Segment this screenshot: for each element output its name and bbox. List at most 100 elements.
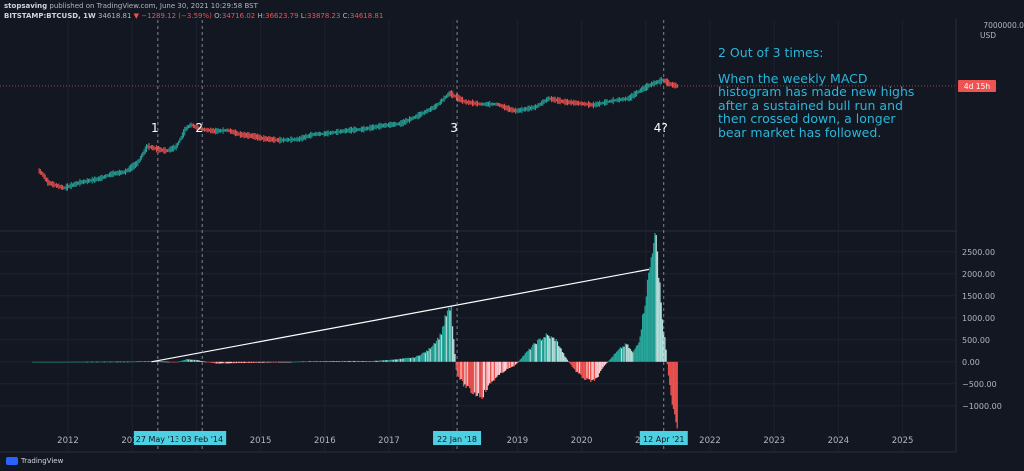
histogram-bar (543, 337, 545, 362)
symbol-label[interactable]: BITSTAMP:BTCUSD, 1W (4, 12, 96, 20)
histogram-bar (97, 361, 99, 363)
event-label: 3 (450, 121, 458, 135)
histogram-bar (306, 361, 308, 363)
histogram-bar (412, 357, 414, 362)
histogram-bar (114, 361, 117, 363)
histogram-bar (518, 360, 520, 362)
histogram-bar (674, 361, 676, 415)
histogram-bar (504, 361, 507, 371)
histogram-bar (144, 361, 146, 362)
histogram-bar (598, 361, 601, 374)
histogram-bar (641, 314, 644, 362)
histogram-bar (260, 361, 262, 363)
histogram-bar (558, 346, 560, 362)
histogram-bar (451, 326, 454, 362)
histogram-bar (338, 361, 340, 362)
histogram-bar (199, 360, 202, 362)
histogram-bar (285, 361, 287, 363)
histogram-bar (608, 360, 610, 362)
histogram-bar (356, 360, 359, 362)
histogram-bar (540, 340, 543, 362)
histogram-bar (156, 361, 159, 362)
histogram-bar (381, 360, 383, 362)
histogram-bar (467, 361, 470, 387)
histogram-bar (244, 361, 246, 363)
histogram-bar (465, 361, 467, 389)
histogram-bar (541, 339, 544, 362)
histogram-bar (258, 361, 260, 363)
histogram-bar (649, 267, 651, 362)
histogram-bar (565, 357, 567, 362)
histogram-bar (343, 360, 345, 362)
histogram-bar (71, 361, 73, 363)
histogram-bar (545, 333, 547, 362)
histogram-bar (76, 361, 78, 363)
close-label: C: (342, 12, 350, 20)
histogram-bar (192, 359, 194, 362)
last-price: 34618.81 (98, 12, 132, 20)
histogram-bar (167, 361, 170, 363)
event-date-label: 03 Feb '14 (181, 435, 223, 444)
histogram-bar (650, 257, 652, 362)
histogram-bar (119, 361, 122, 363)
histogram-bar (41, 361, 44, 363)
histogram-bar (562, 353, 565, 362)
histogram-bar (117, 361, 119, 363)
histogram-bar (308, 361, 310, 363)
histogram-bar (83, 361, 86, 363)
histogram-bar (375, 360, 377, 362)
histogram-bar (612, 356, 614, 362)
histogram-bar (546, 334, 549, 362)
histogram-bar (69, 361, 71, 363)
histogram-bar (669, 361, 671, 386)
histogram-bar (224, 361, 226, 364)
histogram-tick-label: 1000.00 (962, 314, 995, 323)
histogram-bar (251, 361, 254, 363)
event-label: 2 (195, 121, 203, 135)
histogram-bar (613, 354, 615, 362)
histogram-bar (259, 361, 261, 363)
histogram-bar (45, 361, 47, 363)
histogram-bar (444, 315, 446, 362)
histogram-bar (667, 361, 670, 376)
histogram-bar (676, 361, 678, 429)
histogram-bar (138, 361, 140, 363)
tradingview-logo[interactable]: TradingView (6, 457, 63, 465)
histogram-bar (466, 361, 468, 386)
histogram-bar (339, 361, 341, 362)
event-date-label: 12 Apr '21 (643, 435, 684, 444)
histogram-bar (330, 361, 333, 362)
histogram-bar (561, 352, 564, 362)
x-tick-label: 2020 (571, 436, 593, 446)
event-date-badge (433, 431, 482, 445)
histogram-bar (351, 360, 354, 362)
histogram-bar (113, 361, 115, 363)
histogram-bar (656, 251, 659, 362)
publish-info: published on TradingView.com, June 30, 2… (49, 2, 258, 10)
histogram-bar (566, 359, 568, 362)
histogram-bar (317, 361, 319, 362)
histogram-bar (323, 361, 325, 362)
histogram-bar (353, 360, 355, 362)
histogram-bar (301, 361, 303, 363)
histogram-bar (319, 361, 322, 362)
histogram-bar (411, 357, 413, 362)
x-tick-label: 2016 (314, 436, 336, 446)
event-date-badge (178, 431, 227, 445)
histogram-bar (130, 361, 133, 363)
histogram-bar (176, 361, 178, 363)
histogram-bar (282, 361, 285, 363)
histogram-bar (123, 361, 125, 363)
histogram-bar (50, 361, 52, 363)
event-label: 1 (151, 121, 159, 135)
histogram-bar (603, 361, 606, 366)
macd-trendline[interactable] (151, 268, 650, 363)
histogram-bar (44, 361, 46, 363)
histogram-bar (132, 361, 134, 363)
author-name[interactable]: stopsaving (4, 2, 48, 10)
histogram-bar (571, 361, 573, 367)
histogram-bar (204, 361, 207, 363)
histogram-bar (372, 360, 375, 362)
histogram-bar (72, 361, 75, 363)
